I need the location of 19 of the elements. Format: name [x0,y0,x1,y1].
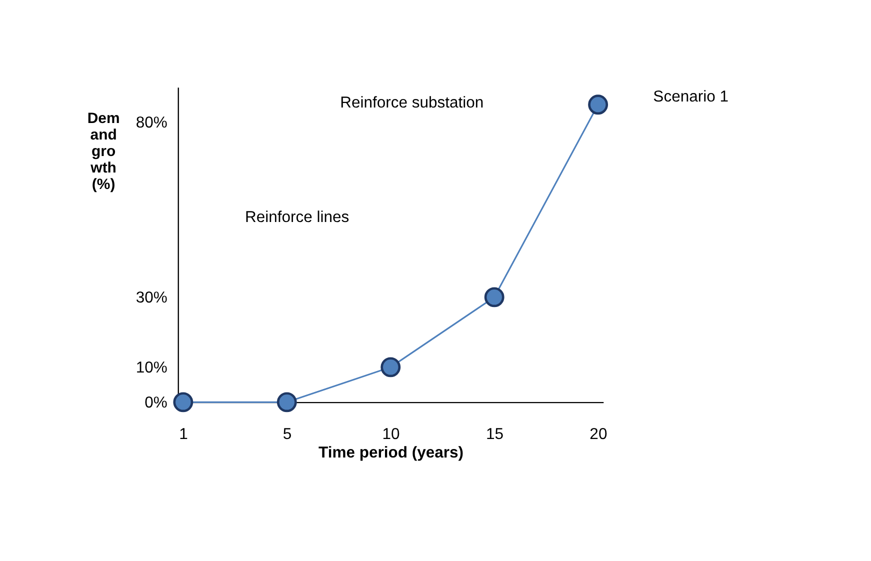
point [173,392,194,412]
x-axis-title: Time period (years) [318,444,464,462]
point [484,287,504,308]
x-tick-label: 20 [590,426,608,443]
text: Scenario 1 [653,88,728,106]
y-tick-label: 0% [144,394,168,412]
y-tick-label: 30% [136,289,168,306]
point [588,94,608,115]
x-tick-label: 15 [486,426,504,443]
point [380,357,401,378]
y-axis-title: Demand growth (%) [87,110,120,194]
point [276,392,297,412]
annotation: Reinforce substation [340,94,484,112]
x-tick-label: 1 [179,426,188,443]
x-tick-label: 10 [382,426,400,443]
annotation: Reinforce lines [244,208,350,226]
y-tick-label: 80% [136,114,168,132]
y-tick-label: 10% [136,359,168,376]
x-tick-label: 5 [282,426,292,443]
